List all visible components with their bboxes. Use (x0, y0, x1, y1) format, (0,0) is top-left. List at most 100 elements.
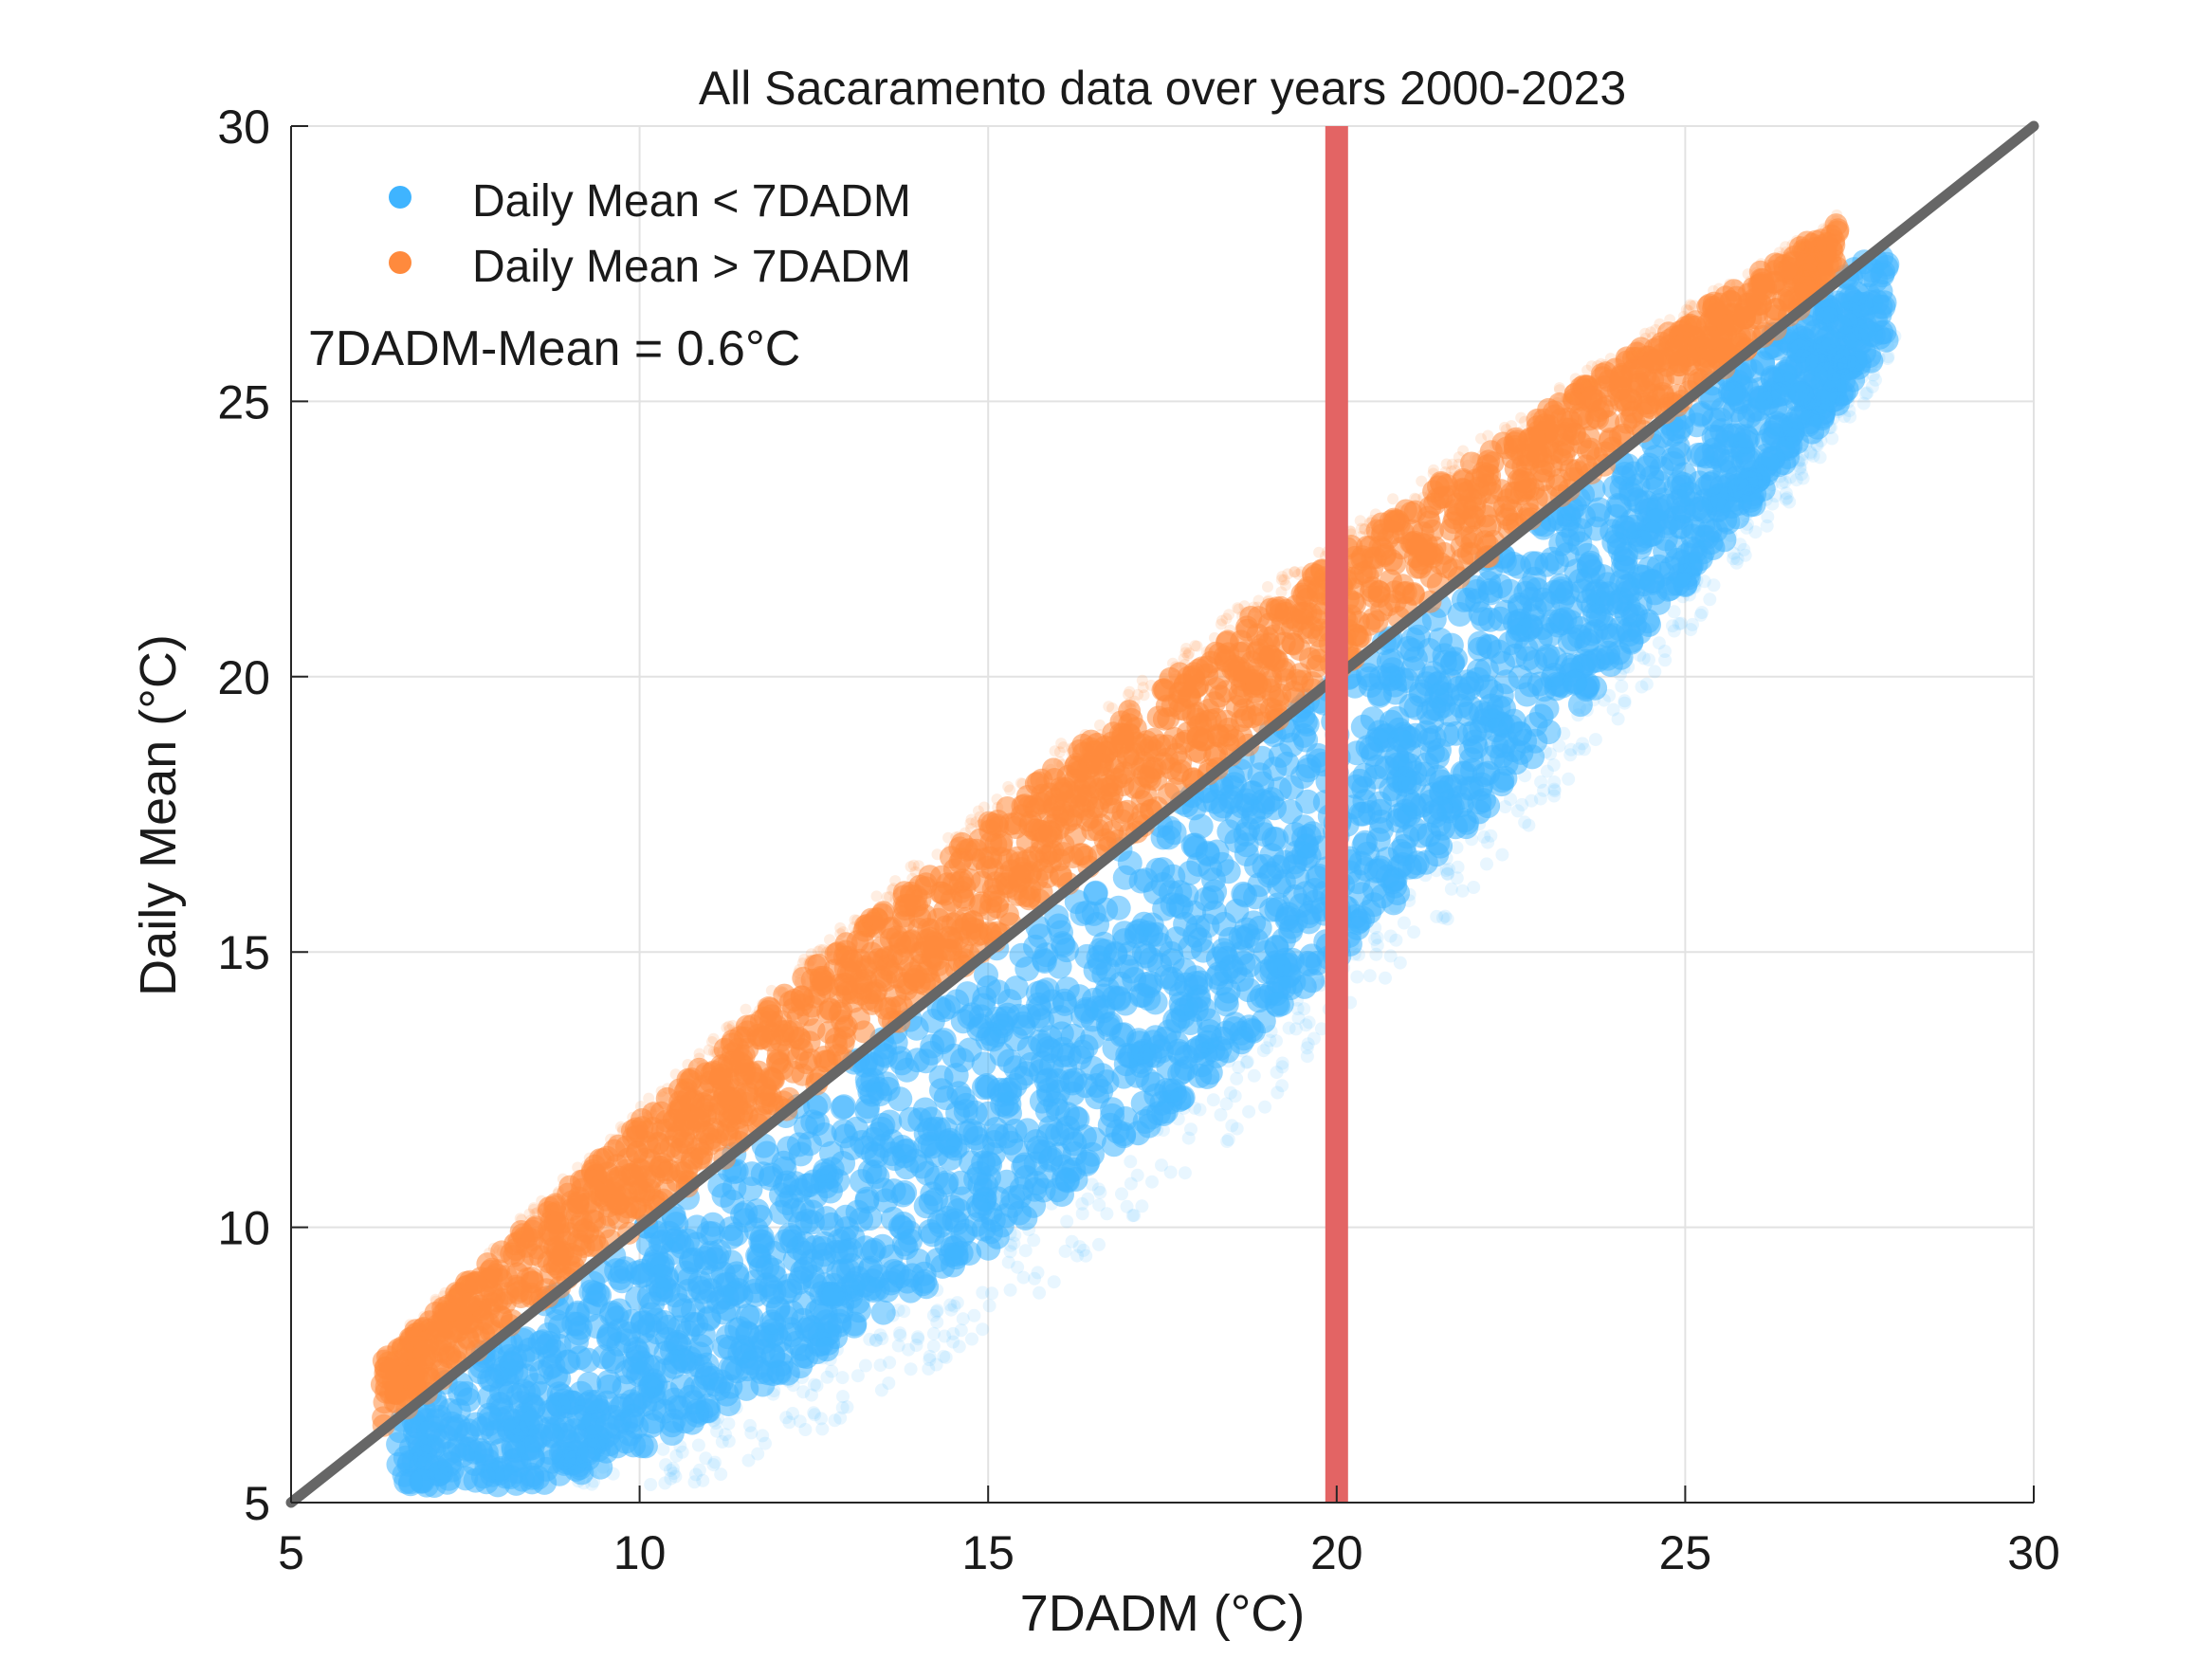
data-point-below (929, 1358, 943, 1372)
data-point-below (1791, 455, 1805, 469)
data-point-below (1171, 1112, 1185, 1126)
data-point-below (883, 1356, 897, 1370)
data-point-below (1018, 1244, 1033, 1258)
data-point-below (870, 1300, 896, 1325)
data-point-below (926, 1308, 941, 1322)
data-point-below (1773, 469, 1787, 483)
data-point-above (1453, 458, 1465, 470)
data-point-below (1279, 732, 1305, 757)
data-point-below (857, 1276, 883, 1302)
data-point-below (1537, 783, 1550, 797)
data-point-below (1773, 359, 1799, 385)
data-point-above (506, 1232, 519, 1244)
data-point-above (951, 885, 975, 909)
data-point-above (948, 850, 972, 874)
data-point-below (1150, 1123, 1164, 1138)
data-point-below (1289, 1022, 1303, 1036)
data-point-above (1449, 465, 1461, 477)
data-point-below (794, 1173, 819, 1198)
data-point-below (804, 1388, 818, 1402)
data-point-below (1522, 818, 1536, 832)
data-point-below (1127, 1209, 1142, 1223)
data-point-above (1478, 472, 1502, 496)
data-point-below (1225, 1119, 1239, 1133)
data-point-above (595, 1161, 619, 1185)
data-point-below (989, 1212, 1015, 1238)
data-point-below (1135, 1199, 1149, 1213)
data-point-below (1221, 1054, 1235, 1068)
data-point-below (1178, 1166, 1192, 1180)
data-point-below (1295, 950, 1321, 975)
data-point-above (625, 1117, 648, 1140)
data-point-below (1170, 1085, 1196, 1110)
data-point-above (984, 871, 1008, 895)
data-point-above (430, 1319, 453, 1342)
data-point-above (643, 1109, 655, 1121)
data-point-below (1842, 404, 1856, 417)
data-point-below (478, 1406, 503, 1431)
data-point-above (675, 1078, 687, 1090)
data-point-below (1256, 863, 1282, 888)
data-point-below (1782, 495, 1797, 509)
data-point-below (1856, 343, 1882, 369)
data-point-above (1179, 658, 1191, 670)
data-point-below (1823, 420, 1837, 434)
data-point-below (945, 1101, 971, 1125)
data-point-above (824, 934, 835, 946)
data-point-below (1418, 868, 1433, 883)
data-point-below (1009, 942, 1034, 968)
data-point-below (1347, 947, 1362, 961)
data-point-below (1072, 1240, 1087, 1254)
data-point-below (1535, 644, 1561, 669)
data-point-below (781, 1374, 795, 1388)
data-point-below (1801, 434, 1815, 448)
data-point-below (850, 1369, 865, 1383)
data-point-below (1571, 708, 1585, 722)
data-point-below (891, 1339, 905, 1353)
data-point-below (715, 1434, 729, 1449)
data-point-above (1238, 600, 1251, 612)
data-point-above (1290, 669, 1314, 693)
data-point-below (1285, 865, 1310, 890)
data-point-below (1393, 956, 1407, 970)
data-point-below (1347, 768, 1373, 793)
data-point-above (1409, 492, 1421, 504)
data-point-below (777, 1278, 803, 1304)
data-point-below (1230, 1071, 1244, 1085)
data-point-below (1674, 616, 1688, 630)
data-point-below (572, 1474, 585, 1488)
data-point-above (434, 1300, 458, 1323)
data-point-below (862, 1159, 887, 1185)
data-point-below (1687, 579, 1701, 593)
data-point-above (1369, 508, 1381, 520)
data-point-above (547, 1250, 571, 1274)
data-point-above (553, 1186, 565, 1198)
data-point-below (1835, 402, 1849, 416)
data-point-below (1421, 696, 1447, 721)
data-point-below (976, 1285, 990, 1300)
data-point-below (1814, 433, 1828, 447)
data-point-below (1839, 392, 1854, 406)
data-point-below (1271, 1085, 1285, 1100)
data-point-below (985, 1286, 999, 1301)
data-point-below (1518, 815, 1532, 830)
data-point-below (922, 1361, 936, 1376)
data-point-above (1678, 310, 1690, 322)
data-point-above (381, 1348, 393, 1360)
data-point-below (1214, 1108, 1228, 1121)
data-point-below (759, 1436, 772, 1450)
data-point-above (1519, 415, 1531, 428)
data-point-above (1588, 374, 1600, 387)
data-point-below (1645, 497, 1671, 522)
data-point-below (1703, 592, 1717, 607)
data-point-above (1371, 519, 1395, 542)
data-point-below (1242, 1104, 1256, 1119)
data-point-below (1727, 552, 1741, 566)
data-point-above (402, 1372, 426, 1395)
data-point-below (1765, 497, 1780, 511)
data-point-below (1307, 1031, 1321, 1046)
data-point-below (1454, 810, 1480, 835)
data-point-above (891, 948, 915, 971)
data-point-above (958, 840, 970, 852)
data-point-below (1450, 871, 1464, 885)
